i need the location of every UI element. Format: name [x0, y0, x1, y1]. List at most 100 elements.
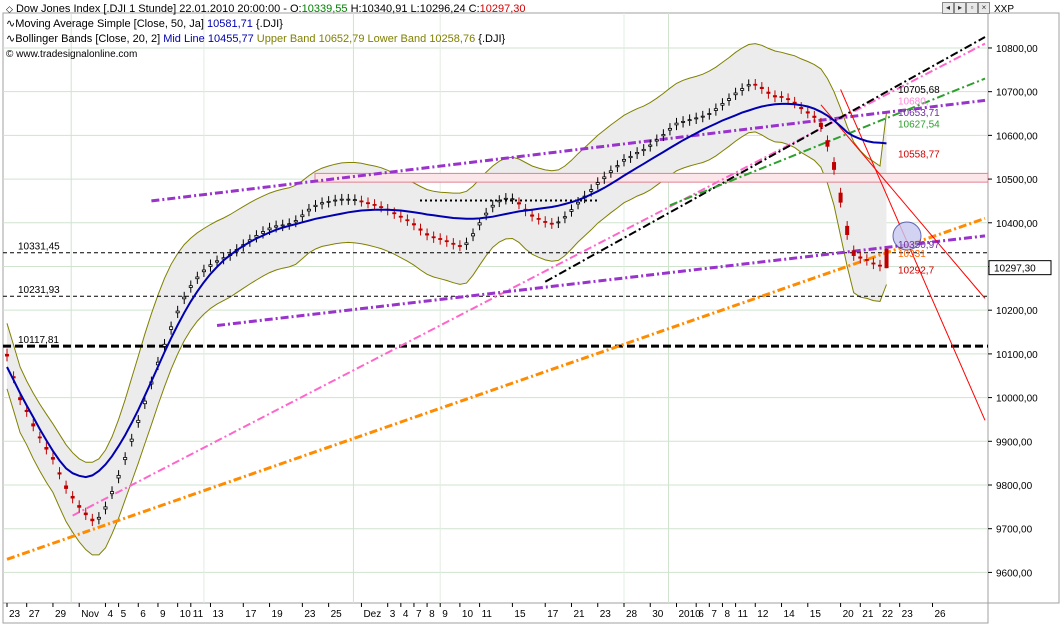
low-label: L:: [410, 3, 420, 15]
candle-body: [654, 139, 659, 142]
y-tick-label: 10600,00: [996, 131, 1038, 142]
candle-body: [635, 152, 640, 155]
header-line-ohlc: ◇ Dow Jones Index [.DJI 1 Stunde] 22.01.…: [6, 2, 526, 16]
y-tick-label: 10800,00: [996, 44, 1038, 55]
candle-body: [832, 162, 837, 170]
candle-body: [753, 83, 758, 86]
candle-body: [411, 223, 416, 226]
y-tick-label: 10000,00: [996, 394, 1038, 405]
x-tick-label: 11: [738, 609, 749, 620]
candle-body: [293, 220, 298, 223]
candle-body: [562, 216, 567, 219]
candle-body: [720, 103, 725, 106]
x-tick-label: 17: [547, 609, 559, 620]
x-tick-label: 11: [193, 609, 204, 620]
y-tick-label: 9700,00: [996, 525, 1033, 536]
high-value: 10340,91: [361, 3, 408, 15]
candle-body: [707, 113, 712, 115]
candle-body: [300, 214, 305, 218]
x-tick-label: 9: [442, 609, 448, 620]
candle-body: [464, 242, 469, 246]
highlight-circle: [892, 221, 922, 251]
x-tick-label: 25: [331, 609, 343, 620]
candle-body: [628, 155, 633, 159]
x-tick-label: 8: [429, 609, 435, 620]
candle-body: [576, 201, 581, 205]
candle-body: [70, 495, 75, 499]
close-icon[interactable]: ×: [978, 2, 990, 14]
candle-body: [694, 117, 699, 120]
bollinger-fill: [7, 43, 887, 555]
candle-body: [825, 140, 830, 147]
candle-body: [484, 212, 489, 216]
close-value: 10297,30: [479, 3, 526, 15]
y-tick-label: 9900,00: [996, 437, 1033, 448]
candle-body: [110, 491, 115, 495]
x-axis: 23 27 29 Nov 4 5 6 9 10 11 13 17 19 23 25 Dez 3 4 7 8 9 10 11 1…: [6, 603, 946, 620]
candle-body: [805, 111, 810, 114]
candle-body: [674, 122, 679, 126]
candle-body: [359, 200, 364, 203]
interval-label: 1 Stunde]: [129, 3, 177, 15]
bb-lower-label: Lower Band: [367, 33, 427, 45]
maximize-icon[interactable]: ▫: [966, 2, 978, 14]
candle-body: [201, 269, 206, 273]
x-tick-label: 2010: [679, 609, 702, 620]
bb-mid-label: Mid Line: [163, 33, 205, 45]
candle-body: [503, 197, 508, 200]
candle-body: [254, 235, 259, 238]
axis-tag: XXP: [994, 4, 1015, 15]
x-tick-label: 21: [862, 609, 874, 620]
candle-body: [116, 474, 121, 479]
trend-line: [6, 216, 986, 561]
level-annotation: 10680,: [898, 96, 929, 107]
x-tick-label: 20: [843, 609, 855, 620]
candle-body: [215, 260, 220, 263]
x-tick-label: 30: [652, 609, 664, 620]
candle-body: [136, 419, 141, 423]
candle-body: [786, 98, 791, 101]
x-tick-label: Dez: [363, 609, 381, 620]
trend-line: [544, 36, 986, 283]
ma-icon: ∿: [6, 18, 16, 30]
level-annotation: 10292,7: [898, 266, 935, 277]
candle-body: [326, 200, 331, 203]
x-tick-label: 6: [698, 609, 704, 620]
candle-body: [727, 98, 732, 101]
x-tick-label: 13: [212, 609, 224, 620]
copyright-text: © www.tradesignalonline.com: [6, 49, 138, 60]
y-tick-label: 9800,00: [996, 481, 1033, 492]
candle-body: [103, 506, 108, 510]
ma-label: Moving Average Simple [Close, 50, Ja]: [15, 18, 204, 30]
symbol-icon: ◇: [6, 4, 13, 14]
y-tick-label: 10400,00: [996, 219, 1038, 230]
candle-body: [700, 115, 705, 118]
x-tick-label: 4: [107, 609, 113, 620]
scroll-left-icon[interactable]: ◂: [942, 2, 954, 14]
y-tick-label: 10100,00: [996, 350, 1038, 361]
y-tick-label: 10700,00: [996, 88, 1038, 99]
candle-body: [366, 202, 371, 205]
candle-body: [352, 199, 357, 202]
candle-body: [812, 115, 817, 118]
y-tick-label: 9600,00: [996, 568, 1033, 579]
price-label-box: [988, 260, 1052, 276]
candle-body: [746, 84, 751, 87]
candle-body: [260, 231, 265, 234]
candle-body: [864, 259, 869, 261]
candle-body: [129, 438, 134, 442]
scroll-right-icon[interactable]: ▸: [954, 2, 966, 14]
x-tick-label: 19: [272, 609, 284, 620]
candlesticks: [5, 78, 889, 527]
candle-body: [57, 472, 62, 475]
candle-body: [641, 148, 646, 152]
candle-body: [77, 505, 82, 508]
candle-body: [24, 409, 29, 412]
x-tick-label: 15: [514, 609, 526, 620]
candle-body: [418, 228, 423, 231]
candle-body: [287, 223, 292, 226]
candle-body: [405, 219, 410, 222]
bollinger-lower-band: [6, 131, 887, 556]
